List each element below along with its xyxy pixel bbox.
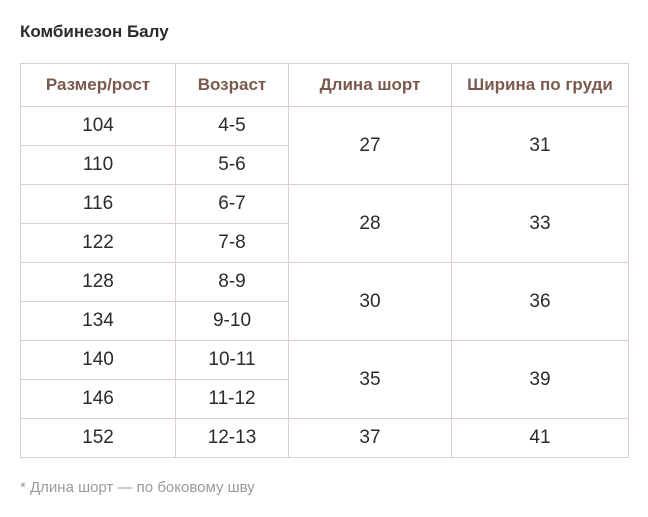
chest-width-cell: 39 bbox=[451, 340, 629, 419]
age-cell: 11-12 bbox=[175, 379, 289, 419]
size-cell: 104 bbox=[20, 106, 176, 146]
shorts-length-cell: 28 bbox=[288, 184, 452, 263]
size-cell: 152 bbox=[20, 418, 176, 458]
size-table: Размер/рост Возраст Длина шорт Ширина по… bbox=[20, 63, 629, 458]
chest-width-cell: 33 bbox=[451, 184, 629, 263]
size-cell: 146 bbox=[20, 379, 176, 419]
header-size: Размер/рост bbox=[20, 63, 176, 107]
footnote: * Длина шорт — по боковому шву bbox=[20, 479, 255, 496]
header-chest-width: Ширина по груди bbox=[451, 63, 629, 107]
table-row: 104 4-5 27 31 bbox=[20, 106, 629, 185]
header-shorts-length: Длина шорт bbox=[288, 63, 452, 107]
size-cell: 122 bbox=[20, 223, 176, 263]
table-row: 116 6-7 28 33 bbox=[20, 184, 629, 263]
chest-width-cell: 36 bbox=[451, 262, 629, 341]
table-row: 110 5-6 bbox=[20, 145, 629, 185]
size-cell: 128 bbox=[20, 262, 176, 302]
size-cell: 140 bbox=[20, 340, 176, 380]
size-cell: 110 bbox=[20, 145, 176, 185]
size-cell: 116 bbox=[20, 184, 176, 224]
table-row: 122 7-8 bbox=[20, 223, 629, 263]
table-row: 146 11-12 bbox=[20, 379, 629, 419]
shorts-length-cell: 35 bbox=[288, 340, 452, 419]
table-row: 152 12-13 37 41 bbox=[20, 418, 629, 458]
age-cell: 12-13 bbox=[175, 418, 289, 458]
chest-width-cell: 31 bbox=[451, 106, 629, 185]
table-row: 128 8-9 30 36 bbox=[20, 262, 629, 341]
age-cell: 9-10 bbox=[175, 301, 289, 341]
table-row: 140 10-11 35 39 bbox=[20, 340, 629, 419]
age-cell: 8-9 bbox=[175, 262, 289, 302]
shorts-length-cell: 37 bbox=[288, 418, 452, 458]
size-cell: 134 bbox=[20, 301, 176, 341]
shorts-length-cell: 30 bbox=[288, 262, 452, 341]
age-cell: 7-8 bbox=[175, 223, 289, 263]
age-cell: 4-5 bbox=[175, 106, 289, 146]
table-header-row: Размер/рост Возраст Длина шорт Ширина по… bbox=[20, 63, 629, 107]
page-title: Комбинезон Балу bbox=[20, 22, 169, 41]
age-cell: 5-6 bbox=[175, 145, 289, 185]
shorts-length-cell: 27 bbox=[288, 106, 452, 185]
chest-width-cell: 41 bbox=[451, 418, 629, 458]
table-row: 134 9-10 bbox=[20, 301, 629, 341]
age-cell: 10-11 bbox=[175, 340, 289, 380]
header-age: Возраст bbox=[175, 63, 289, 107]
age-cell: 6-7 bbox=[175, 184, 289, 224]
